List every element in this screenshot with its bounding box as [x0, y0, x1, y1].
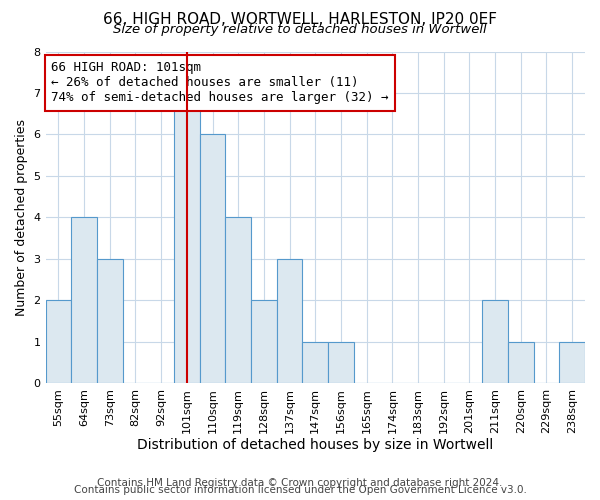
Bar	[46, 300, 71, 383]
Bar	[200, 134, 226, 383]
Bar	[559, 342, 585, 383]
Text: Contains public sector information licensed under the Open Government Licence v3: Contains public sector information licen…	[74, 485, 526, 495]
Bar	[174, 93, 200, 383]
Text: 66 HIGH ROAD: 101sqm
← 26% of detached houses are smaller (11)
74% of semi-detac: 66 HIGH ROAD: 101sqm ← 26% of detached h…	[51, 62, 388, 104]
Bar	[251, 300, 277, 383]
Bar	[328, 342, 354, 383]
Bar	[482, 300, 508, 383]
Text: Size of property relative to detached houses in Wortwell: Size of property relative to detached ho…	[113, 22, 487, 36]
Bar	[97, 258, 122, 383]
Bar	[71, 217, 97, 383]
Bar	[226, 217, 251, 383]
Bar	[302, 342, 328, 383]
Bar	[277, 258, 302, 383]
Text: 66, HIGH ROAD, WORTWELL, HARLESTON, IP20 0EF: 66, HIGH ROAD, WORTWELL, HARLESTON, IP20…	[103, 12, 497, 28]
X-axis label: Distribution of detached houses by size in Wortwell: Distribution of detached houses by size …	[137, 438, 493, 452]
Y-axis label: Number of detached properties: Number of detached properties	[15, 118, 28, 316]
Bar	[508, 342, 533, 383]
Text: Contains HM Land Registry data © Crown copyright and database right 2024.: Contains HM Land Registry data © Crown c…	[97, 478, 503, 488]
